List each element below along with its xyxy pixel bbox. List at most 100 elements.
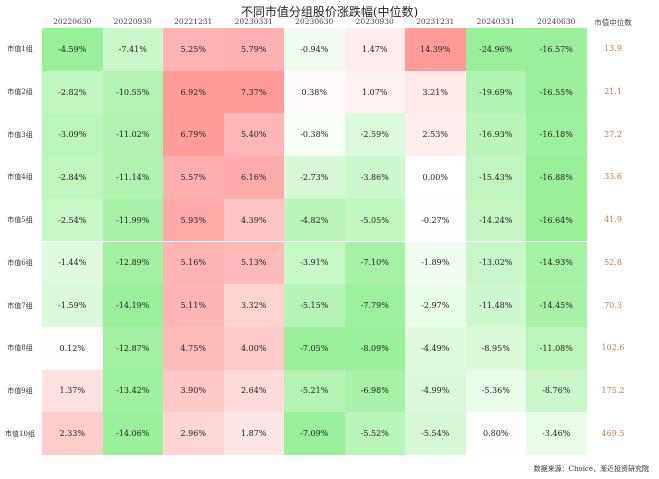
heatmap-cell: 1.07% [344,70,405,114]
heatmap-cell: -8.09% [344,326,405,370]
heatmap-cell: 4.00% [223,326,284,370]
heatmap-cell: -3.91% [284,241,345,285]
column-header: 20231231 [416,17,455,26]
row-label: 市值5组 [7,216,33,225]
heatmap-cell: 5.57% [163,156,224,199]
column-header: 20230630 [295,17,334,26]
heatmap-cell: 0.12% [42,326,103,370]
heatmap-cell: -13.42% [102,369,163,413]
heatmap-cell: -8.95% [465,326,526,370]
heatmap-cell: -13.02% [465,241,526,285]
heatmap-cell: 1.47% [344,28,405,71]
heatmap-cell: -2.97% [405,284,466,327]
median-header: 市值中位数 [594,18,632,27]
heatmap-cell: -16.18% [526,113,587,157]
row-label: 市值8组 [7,344,33,353]
row-label: 市值1组 [7,45,33,54]
heatmap-cell: -11.48% [465,284,526,327]
heatmap-cell: -4.49% [405,326,466,370]
heatmap-cell: 3.32% [223,284,284,327]
heatmap-cell: -12.89% [102,241,163,285]
heatmap-cell: -7.41% [102,28,163,71]
heatmap-cell: 2.64% [223,369,284,413]
row-label: 市值9组 [7,386,33,395]
heatmap-cell: -7.10% [344,241,405,285]
heatmap-cell: -0.94% [284,28,345,71]
heatmap-cell: -14.19% [102,284,163,327]
heatmap-cell: -4.59% [42,28,103,71]
heatmap-cell: 5.16% [163,241,224,285]
column-header: 20240630 [537,17,576,26]
column-header: 20220930 [113,17,152,26]
heatmap-cell: 0.00% [405,156,466,199]
heatmap-cell: 3.90% [163,369,224,413]
heatmap-cell: -16.93% [465,113,526,157]
median-value: 41.9 [604,215,622,225]
heatmap-cell: 2.96% [163,412,224,455]
median-value: 70.3 [604,300,622,310]
heatmap-cell: -2.82% [42,70,103,114]
heatmap-cell: -16.55% [526,70,587,114]
heatmap-cell: 5.25% [163,28,224,71]
column-header: 20230930 [355,17,394,26]
row-label: 市值6组 [7,258,33,267]
heatmap-cell: -0.38% [284,113,345,157]
heatmap-cell: 2.33% [42,412,103,455]
median-value: 175.2 [601,385,625,395]
heatmap-cell: -16.88% [526,156,587,199]
heatmap-cell: -5.54% [405,412,466,455]
column-header: 20240331 [476,17,515,26]
heatmap-cell: 1.37% [42,369,103,413]
heatmap-cell: -11.14% [102,156,163,199]
heatmap-cell: 2.53% [405,113,466,157]
median-value: 13.9 [604,44,622,54]
heatmap-cell: -0.27% [405,198,466,242]
heatmap-cell: -3.46% [526,412,587,455]
heatmap-cell: -2.59% [344,113,405,157]
heatmap-cell: -8.76% [526,369,587,413]
source-note: 数据来源：Choice，渐近投资研究院 [533,465,649,473]
heatmap-cell: -11.99% [102,198,163,242]
median-value: 469.5 [601,428,625,438]
heatmap-cell: -14.93% [526,241,587,285]
heatmap-cell: -3.86% [344,156,405,199]
median-value: 52.8 [604,257,622,267]
heatmap-cell: 4.39% [223,198,284,242]
heatmap-cell: -7.79% [344,284,405,327]
row-label: 市值2组 [7,88,33,97]
heatmap-cell: 5.11% [163,284,224,327]
heatmap-cell: 0.80% [465,412,526,455]
heatmap-cell: -5.36% [465,369,526,413]
heatmap-cell: 6.16% [223,156,284,199]
heatmap-cell: -4.82% [284,198,345,242]
heatmap-cell: -16.57% [526,28,587,71]
row-label: 市值10组 [5,429,35,438]
median-value: 21.1 [604,87,622,97]
column-header: 20220630 [53,17,92,26]
heatmap-cell: 5.13% [223,241,284,285]
heatmap-cell: 7.37% [223,70,284,114]
heatmap-cell: -2.84% [42,156,103,199]
heatmap-cell: -3.09% [42,113,103,157]
heatmap-cell: -2.73% [284,156,345,199]
heatmap-cell: -14.06% [102,412,163,455]
heatmap-cell: -14.45% [526,284,587,327]
heatmap-cell: -5.52% [344,412,405,455]
heatmap-cell: -1.44% [42,241,103,285]
chart-title: 不同市值分组股价涨跌幅(中位数) [240,5,419,19]
heatmap-cell: -4.99% [405,369,466,413]
heatmap-cell: 14.39% [405,28,466,71]
heatmap-cell: 5.93% [163,198,224,242]
heatmap-cell: -24.96% [465,28,526,71]
heatmap-cell: -15.43% [465,156,526,199]
heatmap-cell: -10.55% [102,70,163,114]
heatmap-cell: -1.89% [405,241,466,285]
heatmap-cell: -5.21% [284,369,345,413]
heatmap-cell: 6.79% [163,113,224,157]
heatmap-cell: -7.09% [284,412,345,455]
column-header: 20230331 [234,17,273,26]
median-value: 33.6 [604,172,622,182]
heatmap-cell: 5.79% [223,28,284,71]
heatmap-cell: -11.08% [526,326,587,370]
row-label: 市值7组 [7,301,33,310]
